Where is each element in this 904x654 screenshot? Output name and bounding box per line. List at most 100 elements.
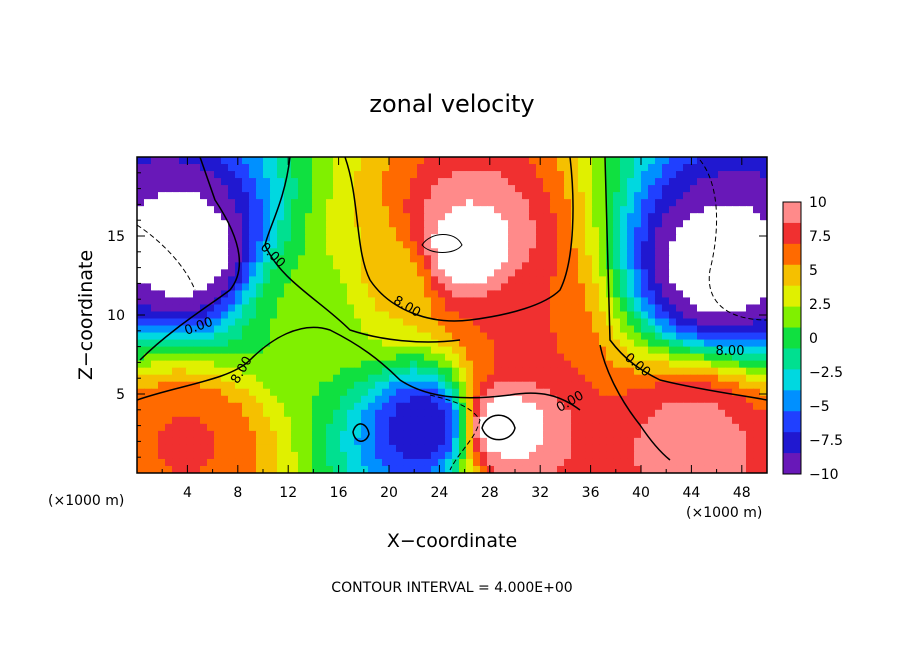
field-cell	[697, 451, 705, 460]
field-cell	[634, 402, 642, 411]
field-cell	[389, 262, 397, 270]
field-cell	[221, 423, 229, 432]
field-cell	[746, 241, 754, 249]
field-cell	[578, 339, 586, 348]
field-cell	[144, 318, 152, 327]
field-cell	[277, 437, 285, 446]
field-cell	[368, 241, 376, 249]
field-cell	[396, 346, 404, 355]
field-cell	[277, 220, 285, 228]
field-cell	[158, 255, 166, 263]
field-cell	[655, 360, 663, 369]
field-cell	[417, 388, 425, 397]
field-cell	[466, 234, 474, 242]
field-cell	[641, 178, 649, 186]
field-cell	[333, 276, 341, 284]
field-cell	[753, 409, 761, 418]
field-cell	[543, 374, 551, 383]
field-cell	[494, 227, 502, 235]
field-cell	[214, 346, 222, 355]
field-cell	[396, 269, 404, 277]
field-cell	[760, 164, 767, 172]
field-cell	[389, 451, 397, 460]
field-cell	[361, 255, 369, 263]
field-cell	[319, 213, 327, 221]
field-cell	[494, 339, 502, 348]
field-cell	[221, 339, 229, 348]
field-cell	[270, 437, 278, 446]
field-cell	[718, 157, 726, 165]
field-cell	[333, 178, 341, 186]
field-cell	[543, 332, 551, 341]
field-cell	[151, 227, 159, 235]
field-cell	[578, 227, 586, 235]
field-cell	[144, 297, 152, 306]
field-cell	[347, 374, 355, 383]
field-cell	[515, 395, 523, 404]
field-cell	[431, 227, 439, 235]
field-cell	[487, 353, 495, 362]
field-cell	[634, 206, 642, 214]
field-cell	[242, 444, 250, 453]
field-cell	[627, 388, 635, 397]
field-cell	[697, 395, 705, 404]
field-cell	[564, 339, 572, 348]
field-cell	[347, 325, 355, 334]
field-cell	[704, 430, 712, 439]
field-cell	[718, 402, 726, 411]
field-cell	[186, 395, 194, 404]
field-cell	[732, 444, 740, 453]
field-cell	[186, 465, 194, 473]
field-cell	[172, 437, 180, 446]
field-cell	[466, 220, 474, 228]
field-cell	[634, 185, 642, 193]
field-cell	[620, 388, 628, 397]
field-cell	[508, 290, 516, 299]
field-cell	[557, 353, 565, 362]
field-cell	[368, 290, 376, 299]
field-cell	[214, 465, 222, 473]
field-cell	[277, 360, 285, 369]
field-cell	[725, 325, 733, 334]
field-cell	[214, 318, 222, 327]
field-cell	[249, 164, 257, 172]
field-cell	[669, 332, 677, 341]
field-cell	[704, 276, 712, 284]
field-cell	[165, 290, 173, 299]
field-cell	[389, 290, 397, 299]
field-cell	[536, 311, 544, 320]
field-cell	[298, 444, 306, 453]
field-cell	[242, 283, 250, 292]
field-cell	[536, 241, 544, 249]
field-cell	[543, 269, 551, 277]
field-cell	[452, 402, 460, 411]
field-cell	[403, 304, 411, 313]
field-cell	[739, 395, 747, 404]
field-cell	[690, 248, 698, 256]
field-cell	[179, 192, 187, 200]
field-cell	[669, 297, 677, 306]
field-cell	[235, 164, 243, 172]
field-cell	[711, 220, 719, 228]
field-cell	[718, 360, 726, 369]
field-cell	[249, 325, 257, 334]
field-cell	[669, 185, 677, 193]
field-cell	[501, 283, 509, 292]
field-cell	[270, 213, 278, 221]
field-cell	[557, 297, 565, 306]
field-cell	[221, 332, 229, 341]
field-cell	[277, 311, 285, 320]
field-cell	[375, 269, 383, 277]
field-cell	[137, 444, 145, 453]
field-cell	[760, 206, 767, 214]
field-cell	[662, 178, 670, 186]
field-cell	[690, 318, 698, 327]
field-cell	[648, 283, 656, 292]
field-cell	[494, 171, 502, 179]
field-cell	[578, 178, 586, 186]
field-cell	[655, 304, 663, 313]
field-cell	[704, 332, 712, 341]
field-cell	[578, 451, 586, 460]
field-cell	[396, 297, 404, 306]
field-cell	[403, 290, 411, 299]
